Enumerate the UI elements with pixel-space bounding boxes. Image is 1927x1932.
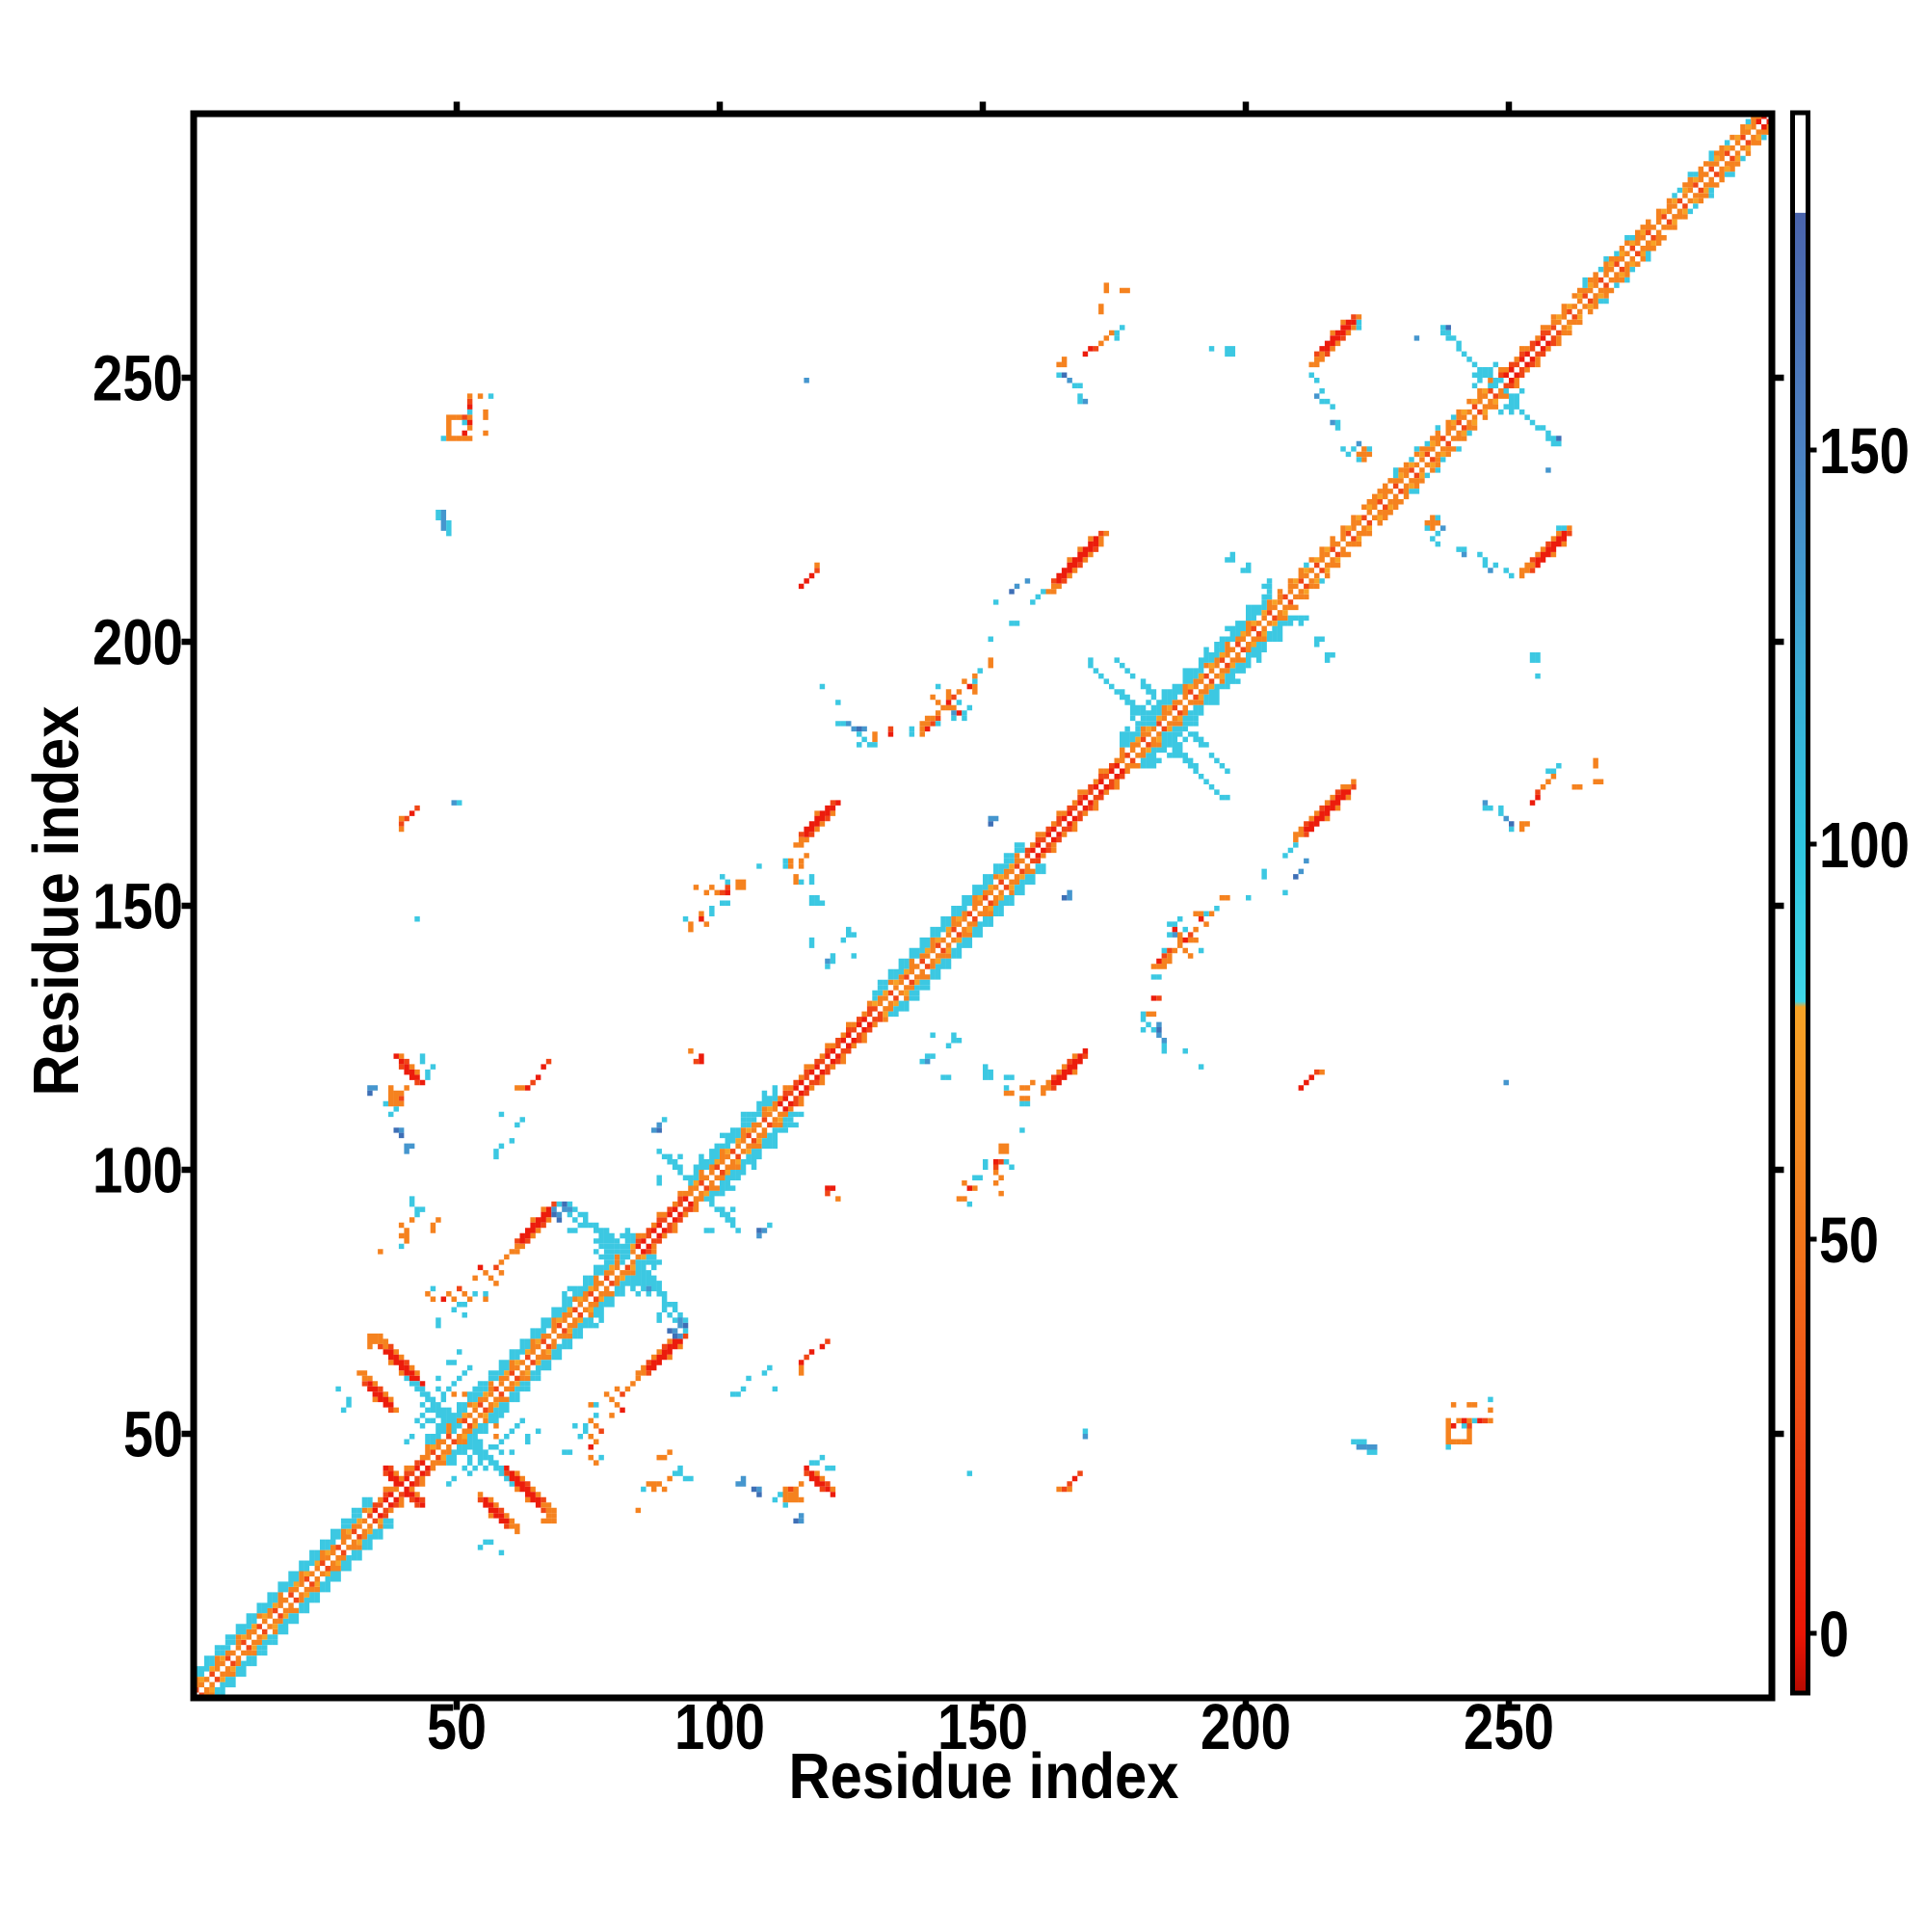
- svg-text:250: 250: [1464, 1691, 1554, 1763]
- svg-text:100: 100: [1819, 809, 1910, 882]
- svg-text:150: 150: [92, 871, 183, 943]
- svg-text:100: 100: [674, 1691, 765, 1763]
- svg-text:0: 0: [1819, 1599, 1849, 1671]
- svg-text:100: 100: [92, 1135, 183, 1207]
- svg-text:150: 150: [937, 1691, 1028, 1763]
- svg-text:Residue index: Residue index: [789, 1740, 1179, 1813]
- svg-text:200: 200: [1201, 1691, 1291, 1763]
- svg-text:150: 150: [1819, 415, 1910, 488]
- svg-text:50: 50: [1819, 1204, 1879, 1277]
- svg-text:Residue index: Residue index: [20, 706, 92, 1097]
- svg-text:50: 50: [123, 1399, 183, 1471]
- svg-text:200: 200: [92, 607, 183, 679]
- svg-text:250: 250: [92, 343, 183, 415]
- svg-text:50: 50: [427, 1691, 487, 1763]
